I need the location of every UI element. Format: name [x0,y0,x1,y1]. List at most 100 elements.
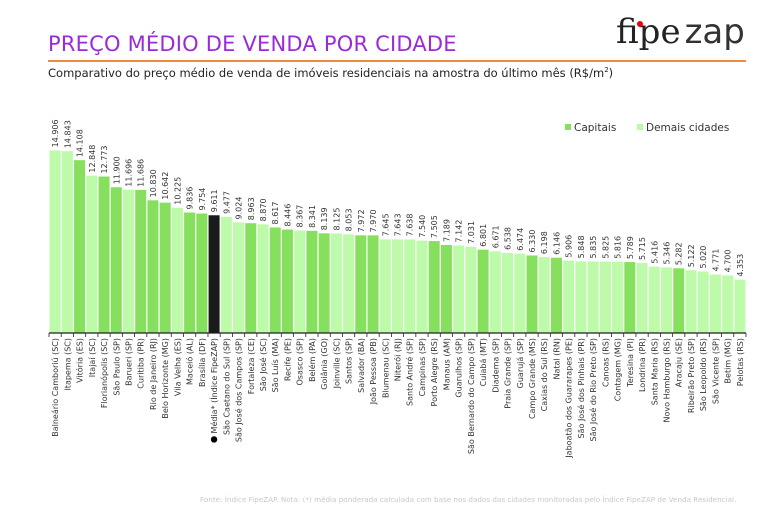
legend-label: Capitais [574,122,616,134]
category-label: Porto Alegre (RS) [430,338,439,406]
data-label: 5.789 [626,236,635,259]
data-label: 12.848 [88,145,97,173]
data-label: 7.638 [406,214,415,237]
bar [465,246,477,333]
bar [86,175,98,333]
bar [685,270,697,333]
data-label: 5.816 [614,236,623,259]
category-label: Manaus (AM) [442,338,451,390]
category-label: Contagem (MG) [614,338,623,401]
data-label: 9.836 [186,187,195,210]
category-label: São Caetano do Sul (SP) [222,338,231,435]
bar [612,261,624,333]
bar [171,207,183,333]
data-label: 8.617 [271,202,280,225]
category-label: Guarujá (SP) [516,338,525,388]
category-label: Goiânia (GO) [320,338,329,390]
bar [318,233,330,333]
data-label: 4.771 [711,249,720,272]
data-label: 5.346 [663,242,672,265]
data-label: 8.870 [259,198,268,221]
data-label: 8.341 [308,205,317,228]
data-label: 8.963 [247,197,256,220]
bar [538,257,550,333]
bar [306,230,318,333]
category-label: Fortaleza (CE) [247,338,256,394]
bar [636,262,648,333]
data-label: 8.125 [332,208,341,231]
data-label: 5.848 [577,235,586,258]
bar [379,239,391,333]
bar [477,249,489,333]
data-label: 6.198 [540,231,549,254]
bar [502,252,514,333]
category-label: Canoas (RS) [601,338,610,387]
category-label: Diadema (SP) [491,338,500,393]
title-divider [48,60,746,62]
data-label: 6.801 [479,224,488,247]
category-label: Curitiba (PR) [137,338,146,389]
category-label: Natal (RN) [552,338,561,379]
category-label: Rio de Janeiro (RJ) [149,338,158,410]
category-label: Média* (Índice FipeZAP) [208,338,219,433]
bar [184,212,196,333]
data-label: 7.643 [394,213,403,236]
category-label: Itajaí (SC) [88,338,97,377]
category-label: Londrina (PR) [638,338,647,392]
category-label: Ribeirão Preto (SP) [687,338,696,413]
data-label: 7.645 [381,213,390,236]
category-label: Guarulhos (SP) [455,338,464,398]
category-label: Teresina (PI) [626,338,635,388]
data-label: 6.146 [552,232,561,255]
category-label: Florianópolis (SC) [99,338,109,408]
bar [489,251,501,333]
chart-subtitle: Comparativo do preço médio de venda de i… [48,66,613,80]
data-label: 5.416 [650,241,659,264]
data-label: 5.906 [565,235,574,258]
bar [147,200,159,333]
bar [428,241,440,333]
data-label: 5.020 [699,246,708,269]
logo-fipe: fipe [616,12,681,52]
bar [74,160,86,333]
category-label: Salvador (BA) [357,338,366,393]
category-label: São José dos Campos (SP) [234,338,244,442]
page-title: PREÇO MÉDIO DE VENDA POR CIDADE [48,32,457,56]
bar [49,150,61,333]
category-label: Vila Velha (ES) [173,338,182,396]
category-label: Santos (SP) [345,338,354,384]
category-label: Betim (MG) [724,338,733,383]
legend-swatch [565,124,571,130]
category-label: São Bernardo do Campo (SP) [467,338,476,454]
bar [196,213,208,333]
bar [624,262,636,333]
category-label: Joinville (SC) [332,338,341,389]
data-label: 5.122 [687,244,696,267]
data-label: 6.330 [528,230,537,253]
data-label: 11.696 [124,159,133,187]
data-label: 7.505 [430,215,439,238]
data-label: 14.906 [51,119,60,147]
data-label: 10.830 [149,169,158,197]
data-label: 8.139 [320,207,329,230]
bar [294,230,306,333]
category-label: Campo Grande (MS) [528,338,537,419]
fipezap-logo: fipe zap [616,12,745,52]
data-label: 14.843 [63,120,72,148]
data-label: 6.671 [491,225,500,248]
category-label: Niterói (RJ) [393,338,403,381]
data-label: 5.715 [638,237,647,260]
data-label: 7.189 [442,219,451,242]
bar [367,235,379,333]
bar [453,245,465,333]
data-label: 11.686 [137,159,146,187]
bar [709,274,721,333]
data-label: 14.108 [76,129,85,157]
bar [440,244,452,333]
bar [233,222,245,333]
data-label: 7.142 [455,220,464,243]
bar [110,187,122,333]
bar [404,239,416,333]
bar [722,275,734,333]
